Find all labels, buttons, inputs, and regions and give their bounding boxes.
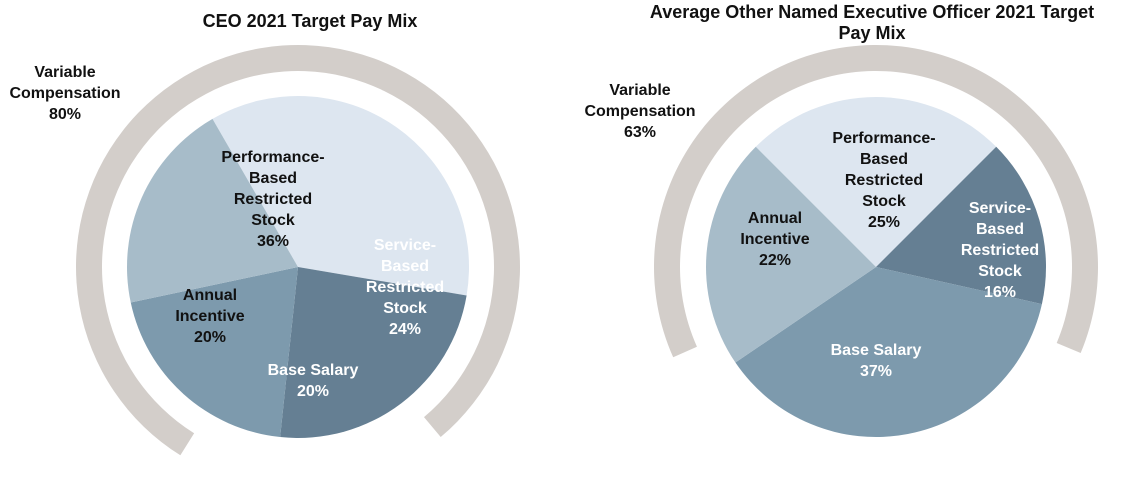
- slice-label: Annual Incentive 22%: [740, 210, 809, 269]
- ceo-pay-mix-chart: Performance- Based Restricted Stock 36% Servi…: [9, 11, 520, 456]
- slice-label: Performance- Based Restricted Stock 25%: [832, 130, 935, 231]
- slice-value-label: 36%: [257, 233, 289, 250]
- slice-name-line: Stock: [862, 193, 906, 210]
- slice-label: Base Salary 20%: [268, 362, 359, 400]
- slice-name-line: Restricted: [234, 191, 312, 208]
- slice-value-label: 22%: [759, 252, 791, 269]
- slice-name-line: Based: [860, 151, 908, 168]
- pie-slice: [130, 267, 298, 438]
- slice-name-line: Based: [381, 258, 429, 275]
- variable-compensation-label: Variable Compensation 63%: [584, 82, 695, 141]
- slice-value-label: 20%: [194, 329, 226, 346]
- slice-value-label: 20%: [297, 383, 329, 400]
- slice-name-line: Performance-: [832, 130, 935, 147]
- slice-value-label: 37%: [860, 363, 892, 380]
- slice-name-line: Restricted: [845, 172, 923, 189]
- ring-label-line: Variable: [34, 64, 95, 81]
- chart-title-line: CEO 2021 Target Pay Mix: [203, 11, 418, 31]
- slice-name-line: Stock: [251, 212, 295, 229]
- ring-value-label: 80%: [49, 106, 81, 123]
- slice-name-line: Incentive: [740, 231, 809, 248]
- ring-label-line: Compensation: [584, 103, 695, 120]
- chart-title-line: Average Other Named Executive Officer 20…: [650, 2, 1094, 22]
- slice-name-line: Base Salary: [831, 342, 922, 359]
- slice-name-line: Annual: [183, 287, 237, 304]
- pie-slice: [735, 267, 1042, 437]
- slice-name-line: Stock: [383, 300, 427, 317]
- slice-name-line: Service-: [969, 200, 1031, 217]
- neo-pay-mix-chart: Performance- Based Restricted Stock 25% Servi…: [584, 2, 1098, 437]
- slice-name-line: Restricted: [961, 242, 1039, 259]
- pie-slice: [706, 146, 876, 363]
- ring-value-label: 63%: [624, 124, 656, 141]
- chart-title: Average Other Named Executive Officer 20…: [650, 2, 1094, 43]
- ring-label-line: Compensation: [9, 85, 120, 102]
- slice-value-label: 25%: [868, 214, 900, 231]
- slice-name-line: Annual: [748, 210, 802, 227]
- pie-slice: [280, 267, 467, 438]
- ring-label-line: Variable: [609, 82, 670, 99]
- pie-slice: [127, 118, 298, 303]
- slice-label: Annual Incentive 20%: [175, 287, 244, 346]
- slice-value-label: 24%: [389, 321, 421, 338]
- variable-compensation-label: Variable Compensation 80%: [9, 64, 120, 123]
- chart-title: CEO 2021 Target Pay Mix: [203, 11, 418, 31]
- slice-label: Base Salary 37%: [831, 342, 922, 380]
- slice-label: Performance- Based Restricted Stock 36%: [221, 149, 324, 250]
- slice-name-line: Performance-: [221, 149, 324, 166]
- pie-slice: [755, 96, 997, 268]
- slice-value-label: 16%: [984, 284, 1016, 301]
- slice-label: Service- Based Restricted Stock 24%: [366, 237, 444, 338]
- slice-name-line: Based: [976, 221, 1024, 238]
- slice-name-line: Based: [249, 170, 297, 187]
- slice-name-line: Base Salary: [268, 362, 359, 379]
- slice-name-line: Incentive: [175, 308, 244, 325]
- slice-name-line: Stock: [978, 263, 1022, 280]
- slice-name-line: Service-: [374, 237, 436, 254]
- slice-name-line: Restricted: [366, 279, 444, 296]
- slice-label: Service- Based Restricted Stock 16%: [961, 200, 1039, 301]
- pie-slice: [876, 146, 1047, 305]
- pie-slice: [212, 95, 470, 296]
- chart-title-line: Pay Mix: [838, 23, 905, 43]
